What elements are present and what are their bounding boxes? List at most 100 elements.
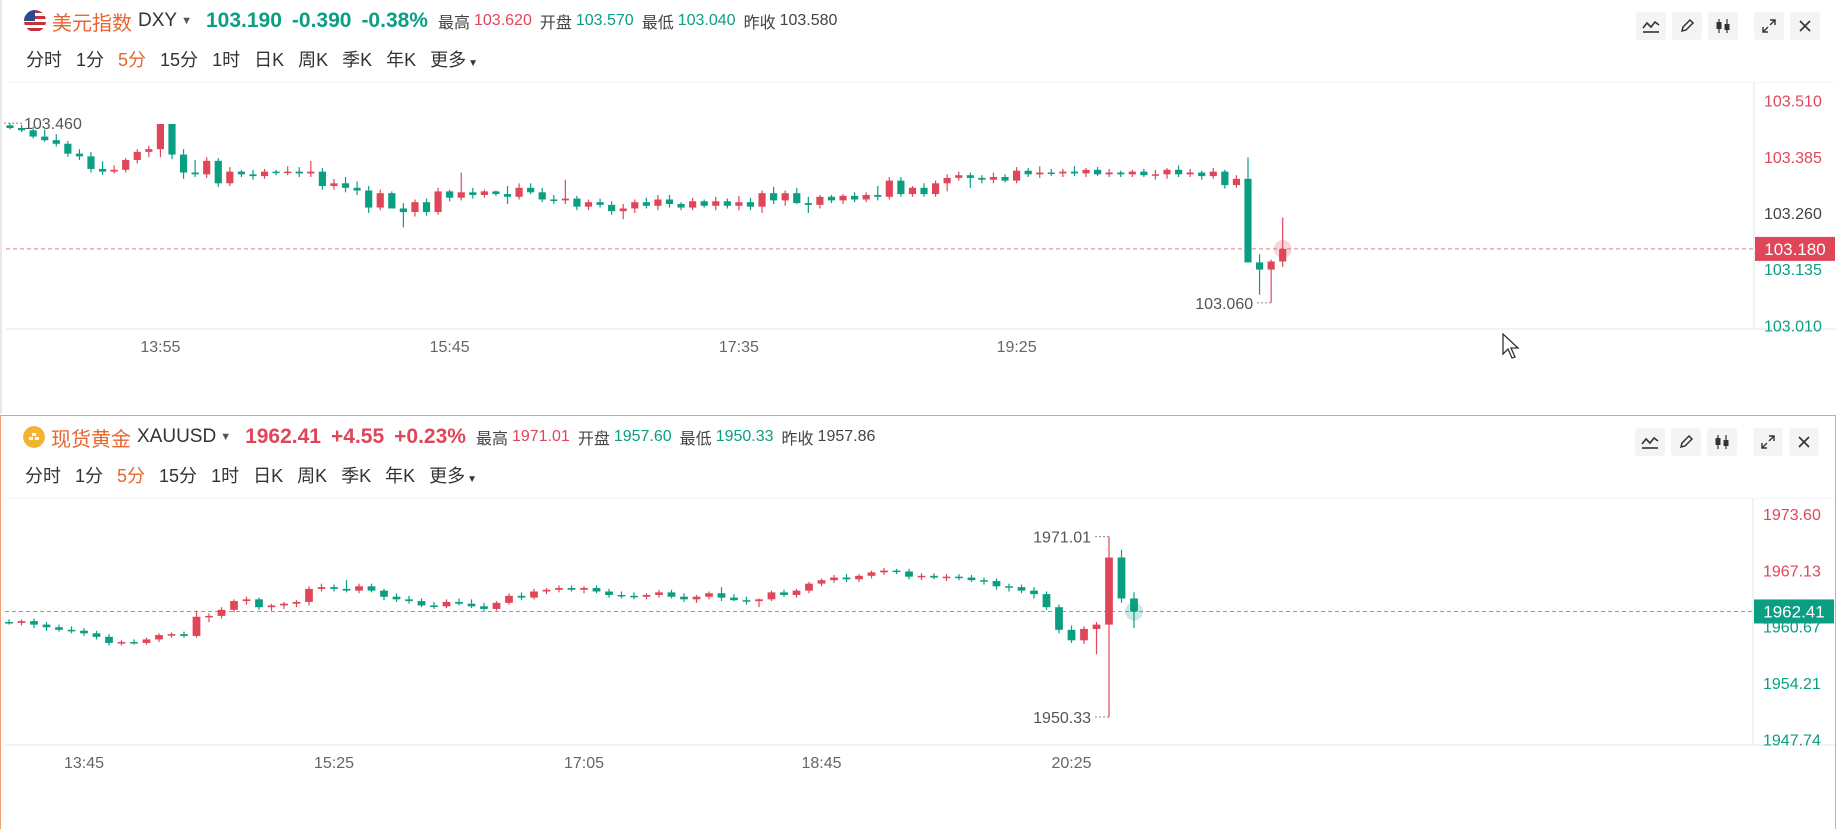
tab-timeframe[interactable]: 季K — [342, 50, 373, 70]
chart-toolbar — [1629, 428, 1819, 456]
candle-body — [723, 201, 731, 206]
candle-body — [584, 202, 593, 207]
candle-body — [705, 593, 713, 597]
candle-body — [417, 601, 426, 606]
stat-low-value: 1950.33 — [715, 428, 774, 445]
candle-body — [885, 180, 893, 197]
candle-body — [42, 624, 51, 628]
mouse-pointer-icon — [1502, 332, 1522, 366]
tab-timeframe[interactable]: 1时 — [212, 50, 241, 70]
chevron-down-icon[interactable]: ▼ — [220, 431, 232, 443]
candle-body — [855, 575, 863, 580]
y-tick-label: 1947.74 — [1763, 732, 1821, 749]
dxy-header: 美元指数 DXY ▼ 103.190 -0.390 -0.38% 最高 103.… — [24, 8, 845, 35]
candle-body — [353, 187, 361, 191]
tab-more[interactable]: 更多 ▼ — [430, 46, 492, 72]
line-chart-icon[interactable] — [1636, 12, 1666, 40]
tab-timeframe[interactable]: 15分 — [160, 50, 199, 70]
candle-body — [380, 590, 388, 597]
candle-body — [692, 596, 701, 600]
stat-low-label: 最低 — [641, 15, 674, 32]
candle-body — [758, 193, 766, 207]
close-icon[interactable] — [1790, 12, 1820, 40]
instrument-name[interactable]: 现货黄金 — [51, 428, 131, 451]
close-icon[interactable] — [1789, 428, 1819, 456]
candle-body — [735, 202, 743, 206]
candle-body — [538, 192, 546, 200]
candle-body — [260, 171, 269, 177]
stat-high-value: 103.620 — [474, 12, 532, 29]
candle-body — [330, 183, 338, 187]
dxy-candlestick-chart[interactable]: 103.510 103.385 103.260 103.135 103.010 13:55… — [2, 82, 1836, 414]
y-tick-label: 1967.13 — [1763, 563, 1821, 580]
tab-timeframe[interactable]: 季K — [341, 466, 372, 486]
line-chart-icon[interactable] — [1635, 428, 1665, 456]
candle-body — [249, 174, 257, 177]
candlestick-icon[interactable] — [1707, 428, 1737, 456]
xau-candlestick-chart[interactable]: 1973.60 1967.13 1960.67 1954.21 1947.74 13:45… — [1, 498, 1835, 830]
chevron-down-icon: ▼ — [467, 474, 478, 485]
candle-body — [1093, 169, 1102, 175]
candle-body — [827, 196, 836, 201]
y-tick-label: 103.010 — [1764, 318, 1822, 335]
candle-body — [480, 191, 488, 195]
candle-body — [267, 605, 276, 608]
tab-timeframe[interactable]: 周K — [298, 50, 329, 70]
gold-icon — [23, 426, 45, 448]
candle-body — [434, 191, 442, 213]
tab-timeframe[interactable]: 年K — [386, 50, 417, 70]
tab-timeframe-active[interactable]: 5分 — [117, 466, 146, 486]
tab-timeframe[interactable]: 1分 — [76, 50, 105, 70]
candle-body — [1017, 587, 1026, 591]
tab-more[interactable]: 更多 ▼ — [429, 462, 491, 488]
tab-timeframe[interactable]: 1时 — [211, 466, 240, 486]
candle-body — [642, 202, 650, 206]
candle-body — [191, 172, 199, 175]
price-change: -0.390 — [291, 9, 352, 32]
tab-timeframe[interactable]: 1分 — [75, 466, 104, 486]
instrument-code[interactable]: DXY — [138, 10, 178, 31]
candle-body — [505, 595, 513, 603]
candle-body — [105, 636, 113, 643]
pen-icon[interactable] — [1671, 428, 1701, 456]
candle-body — [1186, 172, 1194, 175]
candle-body — [804, 203, 812, 205]
y-tick-label: 103.510 — [1764, 94, 1822, 111]
candle-body — [542, 589, 551, 592]
candle-body — [980, 580, 988, 582]
pen-icon[interactable] — [1672, 12, 1702, 40]
instrument-name[interactable]: 美元指数 — [52, 12, 132, 35]
chevron-down-icon[interactable]: ▼ — [181, 15, 192, 27]
tab-timeframe[interactable]: 15分 — [159, 466, 198, 486]
candle-body — [75, 153, 84, 157]
x-tick-label: 17:05 — [564, 755, 604, 772]
tab-timeframe[interactable]: 分时 — [25, 466, 61, 486]
candle-body — [367, 586, 376, 591]
candle-body — [341, 183, 350, 188]
candle-body — [1117, 557, 1126, 599]
candlestick-icon[interactable] — [1708, 12, 1738, 40]
tab-timeframe[interactable]: 日K — [253, 466, 284, 486]
candle-body — [816, 196, 824, 205]
candle-body — [295, 171, 303, 174]
tab-timeframe[interactable]: 分时 — [26, 50, 62, 70]
candle-body — [580, 588, 588, 590]
tab-timeframe[interactable]: 日K — [254, 50, 285, 70]
tab-timeframe-active[interactable]: 5分 — [118, 50, 147, 70]
tab-more-label: 更多 — [429, 466, 466, 486]
candle-body — [1067, 629, 1076, 641]
expand-icon[interactable] — [1754, 12, 1784, 40]
candle-body — [550, 199, 558, 201]
candle-body — [700, 201, 708, 206]
candle-body — [92, 633, 101, 637]
candle-body — [1140, 171, 1148, 176]
candle-body — [608, 204, 616, 212]
tab-timeframe[interactable]: 周K — [297, 466, 328, 486]
x-tick-label: 17:35 — [719, 339, 759, 356]
tab-timeframe[interactable]: 年K — [385, 466, 416, 486]
expand-icon[interactable] — [1753, 428, 1783, 456]
candle-body — [1128, 171, 1136, 175]
instrument-code[interactable]: XAUUSD — [137, 426, 217, 447]
candle-body — [355, 586, 363, 591]
stat-open-label: 开盘 — [539, 15, 572, 32]
